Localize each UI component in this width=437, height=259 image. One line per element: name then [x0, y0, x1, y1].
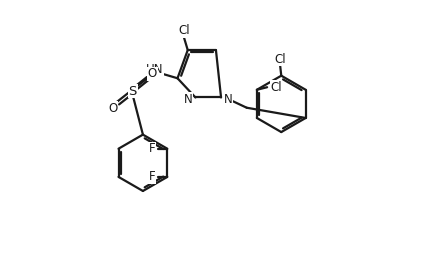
Text: N: N [224, 93, 232, 106]
Text: N: N [184, 93, 193, 106]
Text: Cl: Cl [270, 81, 282, 94]
Text: Cl: Cl [178, 24, 190, 37]
Text: Cl: Cl [274, 53, 286, 66]
Text: S: S [128, 85, 137, 98]
Text: F: F [149, 142, 155, 155]
Text: F: F [149, 170, 155, 183]
Text: O: O [148, 67, 157, 80]
Text: HN: HN [146, 63, 163, 76]
Text: O: O [108, 102, 118, 115]
